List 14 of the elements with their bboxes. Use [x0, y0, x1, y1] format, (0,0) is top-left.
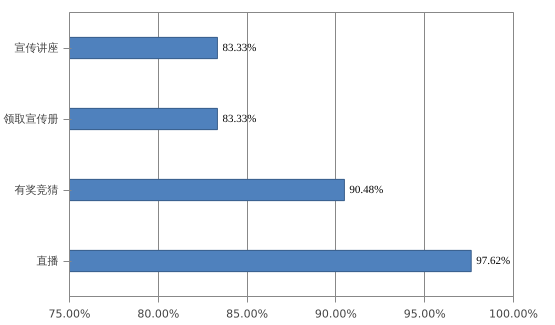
data-label: 83.33%: [222, 113, 256, 125]
x-tick-label: 85.00%: [226, 308, 268, 320]
data-label: 97.62%: [476, 255, 510, 267]
x-tick-label: 75.00%: [48, 308, 90, 320]
x-tick-label: 80.00%: [137, 308, 180, 320]
x-tick-label: 95.00%: [404, 308, 446, 320]
data-label: 83.33%: [222, 42, 256, 54]
data-label: 90.48%: [349, 184, 384, 196]
y-tick-label: 宣传讲座: [14, 42, 58, 54]
y-tick-label: 有奖竞猜: [14, 184, 58, 196]
y-tick-label: 领取宣传册: [4, 112, 58, 126]
x-tick-label: 90.00%: [314, 308, 357, 320]
x-tick-label: 100.00%: [489, 308, 538, 320]
y-tick-label: 直播: [36, 254, 58, 268]
